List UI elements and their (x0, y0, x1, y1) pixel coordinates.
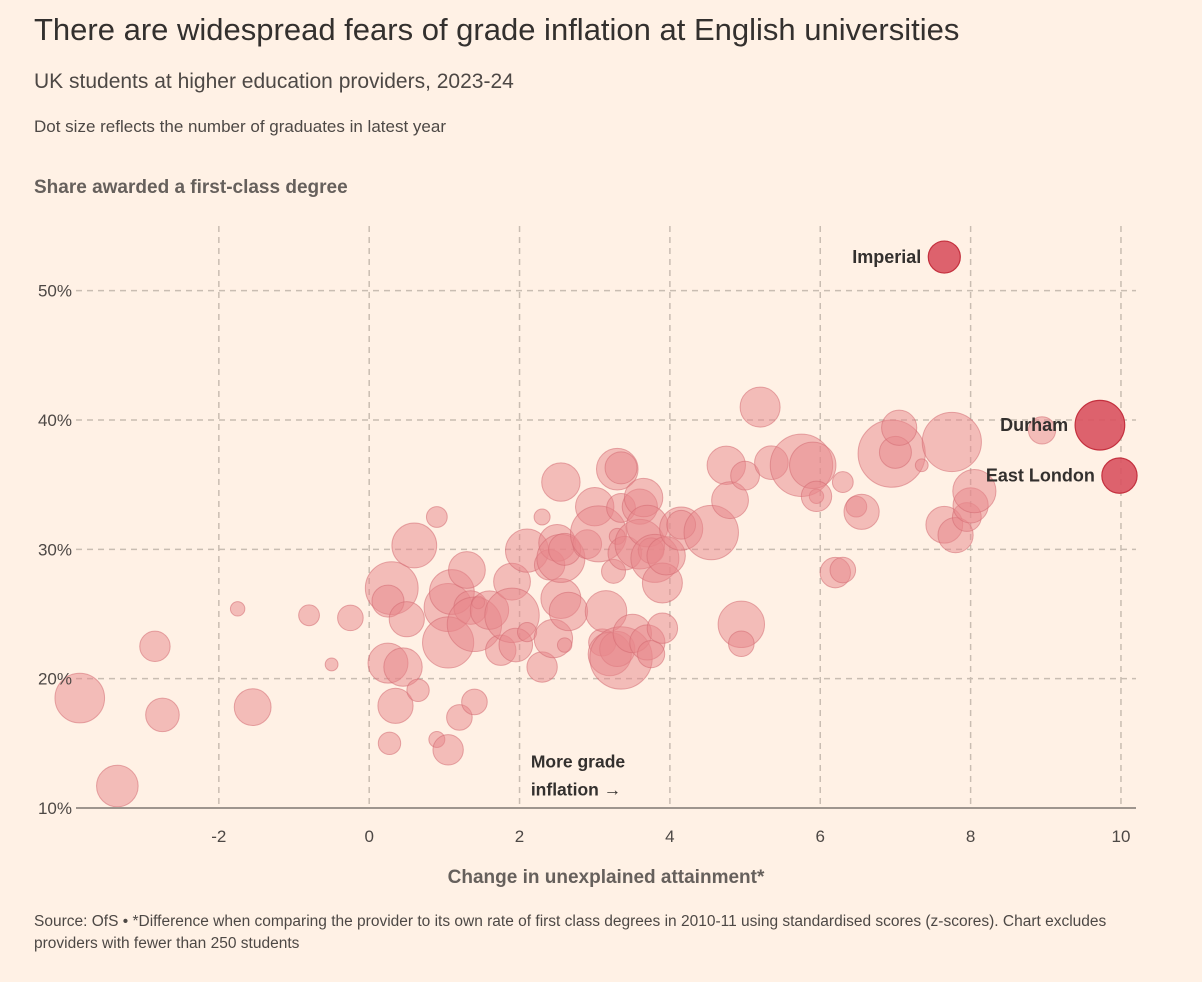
x-tick-label: 6 (816, 827, 825, 846)
data-point (383, 647, 423, 687)
data-point (145, 697, 180, 733)
data-point (233, 688, 272, 727)
data-point (843, 493, 880, 530)
data-point (711, 481, 749, 520)
axes: 10% 20% 30% 40% 50% -2 0 2 4 6 8 10 (38, 282, 1136, 846)
data-point (139, 630, 171, 663)
data-point (646, 612, 679, 644)
data-point (96, 764, 139, 808)
x-tick-label: 2 (515, 827, 524, 846)
dots (54, 386, 1057, 808)
data-point (324, 657, 339, 672)
data-point (637, 639, 666, 669)
data-point (533, 508, 551, 526)
y-tick-label: 10% (38, 799, 72, 818)
annotation-line-1: More grade (531, 752, 626, 772)
x-tick-label: 4 (665, 827, 674, 846)
data-point (921, 411, 982, 473)
x-tick-label: 8 (966, 827, 975, 846)
data-point (604, 451, 638, 485)
highlight-point (1101, 457, 1138, 494)
data-point (229, 601, 246, 617)
data-point (1027, 416, 1057, 445)
data-point (425, 506, 448, 528)
y-tick-label: 30% (38, 540, 72, 559)
x-tick-label: -2 (211, 827, 226, 846)
data-point (739, 386, 781, 428)
data-point (391, 522, 438, 569)
highlighted-dots: Imperial Durham East London (852, 240, 1138, 494)
data-point (54, 672, 106, 724)
data-point (337, 604, 364, 632)
x-tick-label: 0 (364, 827, 373, 846)
annotation-line-2: inflation → (531, 780, 621, 800)
data-point (298, 604, 320, 627)
y-tick-label: 50% (38, 282, 72, 301)
scatter-chart: Imperial Durham East London 10% 20% 30% 40% 50… (38, 226, 1138, 846)
data-point (432, 734, 464, 766)
data-point (730, 460, 760, 491)
data-point (831, 471, 854, 493)
data-point (829, 556, 857, 584)
source-note: Source: OfS • *Difference when comparing… (34, 913, 1107, 952)
data-point (377, 731, 402, 756)
highlight-label: Durham (1000, 415, 1068, 435)
x-axis-title: Change in unexplained attainment* (447, 867, 765, 888)
data-point (377, 687, 414, 724)
data-point (728, 630, 755, 658)
data-point (914, 458, 929, 473)
data-point (683, 504, 739, 561)
data-point (881, 409, 918, 446)
chart-subtitle: UK students at higher education provider… (34, 70, 514, 93)
highlight-point (927, 240, 961, 274)
y-tick-label: 40% (38, 411, 72, 430)
chart-title: There are widespread fears of grade infl… (34, 12, 960, 47)
y-axis-title: Share awarded a first-class degree (34, 177, 348, 198)
x-tick-label: 10 (1112, 827, 1131, 846)
chart-note: Dot size reflects the number of graduate… (34, 117, 446, 136)
y-tick-label: 20% (38, 670, 72, 689)
data-point (952, 469, 997, 514)
highlight-label: Imperial (852, 247, 921, 267)
data-point (541, 462, 581, 502)
data-point (556, 637, 573, 653)
data-point (448, 551, 486, 589)
highlight-label: East London (986, 466, 1095, 486)
highlight-point (1074, 399, 1126, 451)
data-point (388, 601, 425, 638)
data-point (406, 678, 430, 703)
annotation: More grade inflation → (531, 752, 626, 800)
data-point (800, 480, 833, 513)
data-point (548, 591, 589, 632)
data-point (461, 688, 488, 716)
